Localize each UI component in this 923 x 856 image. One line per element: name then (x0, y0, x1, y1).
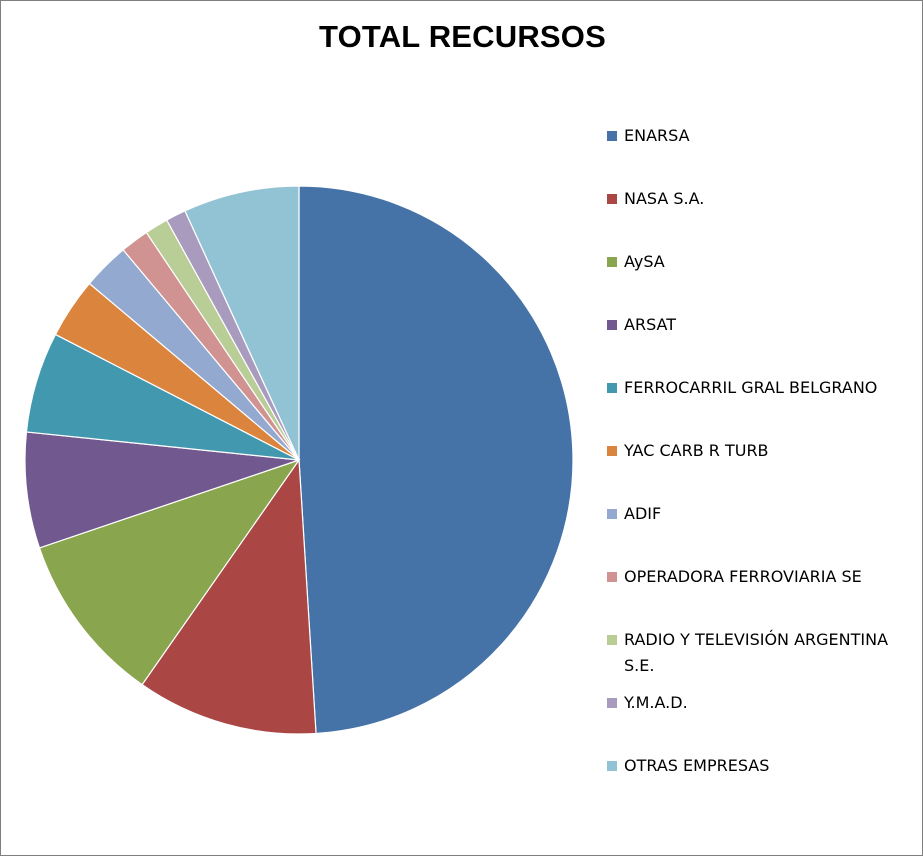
chart-title: TOTAL RECURSOS (319, 19, 606, 54)
legend-swatch (607, 131, 617, 141)
legend-label: NASA S.A. (624, 189, 705, 208)
pie-slice-aysa (38, 458, 301, 686)
legend-label: ENARSA (624, 126, 690, 145)
legend-swatch (607, 320, 617, 330)
legend-label: Y.M.A.D. (624, 693, 688, 712)
legend-swatch (607, 635, 617, 645)
legend-swatch (607, 509, 617, 519)
legend-swatch (607, 446, 617, 456)
legend-label: RADIO Y TELEVISIÓN ARGENTINA S.E. (624, 630, 889, 675)
pie-slice-nasa-s-a (141, 458, 317, 735)
legend-swatch (607, 194, 617, 204)
legend-label: ARSAT (624, 315, 676, 334)
legend-label: ADIF (624, 504, 662, 523)
legend-label: OTRAS EMPRESAS (624, 756, 770, 775)
legend-label: OPERADORA FERROVIARIA SE (624, 567, 862, 586)
legend-label: AySA (624, 252, 665, 271)
legend-swatch (607, 257, 617, 267)
legend-swatch (607, 383, 617, 393)
legend-swatch (607, 761, 617, 771)
legend-label: FERROCARRIL GRAL BELGRANO (624, 378, 878, 397)
legend-label: YAC CARB R TURB (624, 441, 769, 460)
legend-swatch (607, 572, 617, 582)
pie-slice-otras-empresas (184, 185, 300, 461)
pie-slice-enarsa (298, 185, 574, 735)
pie-slice-arsat (24, 431, 300, 549)
legend-swatch (607, 698, 617, 708)
